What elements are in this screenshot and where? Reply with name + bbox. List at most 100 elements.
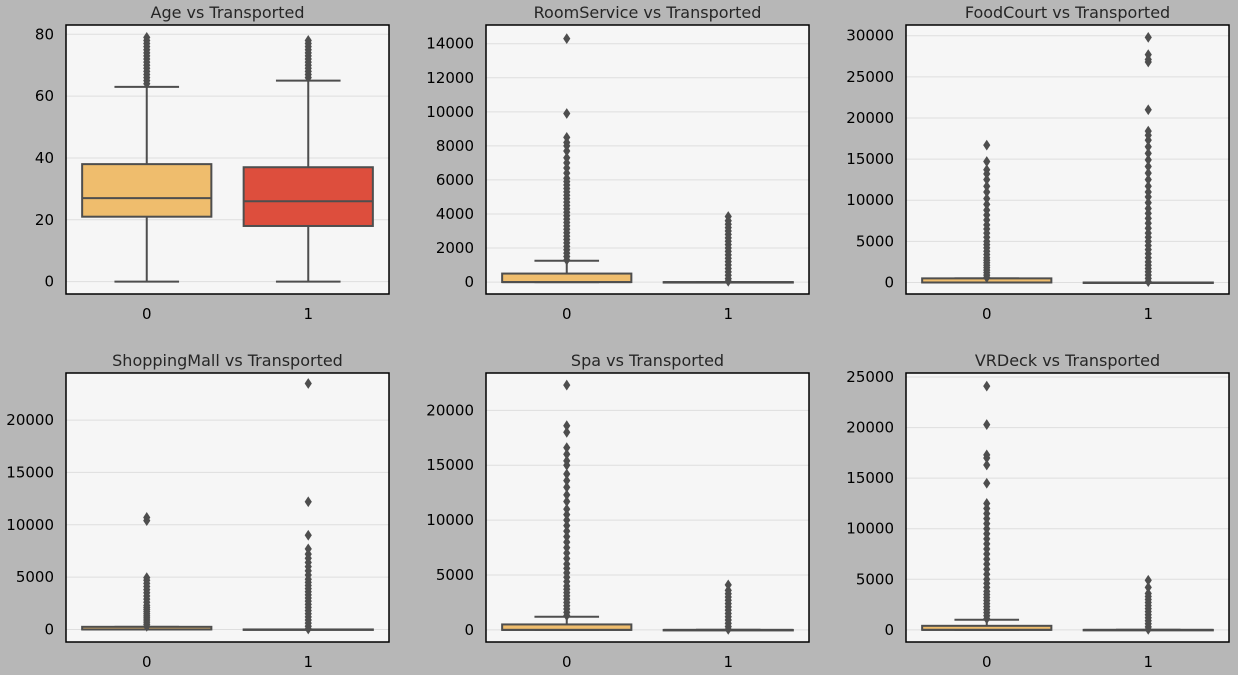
y-tick-label: 15000 [846,150,894,168]
y-tick-label: 15000 [426,456,474,474]
y-tick-label: 15000 [846,469,894,487]
outlier-point [1144,147,1152,159]
y-tick-label: 20 [35,211,54,229]
outlier-point [563,536,571,548]
outlier-point [724,579,732,591]
subplot-1: 0 20 40 60 80 0 1 Age vs Transported [35,3,390,323]
outlier-point [304,35,312,46]
subplot-title: RoomService vs Transported [534,3,762,22]
outlier-point [1144,31,1152,43]
x-tick-label: 1 [723,653,733,671]
plot-frame [485,372,810,643]
y-tick-label: 0 [44,273,54,291]
box-0 [81,31,213,283]
outlier-point [1144,574,1152,586]
box-1 [1082,574,1214,635]
x-tick-label: 0 [562,653,572,671]
subplot-3: 0 5000 10000 15000 20000 25000 30000 0 1 FoodCour… [846,3,1230,323]
outlier-point [983,198,991,210]
box-0 [501,379,633,631]
outlier-point [983,380,991,392]
y-tick-label: 12000 [426,69,474,87]
y-tick-label: 20000 [6,411,54,429]
outlier-point [1144,588,1152,599]
y-tick-label: 80 [35,25,54,43]
outlier-point [983,174,991,186]
outlier-point [563,420,571,432]
y-tick-label: 40 [35,149,54,167]
y-tick-label: 10000 [846,520,894,538]
y-tick-label: 60 [35,87,54,105]
outlier-point [983,164,991,176]
x-tick-label: 0 [982,305,992,323]
outlier-point [563,455,571,467]
outlier-point [1144,180,1152,192]
y-tick-label: 4000 [436,205,474,223]
y-tick-label: 25000 [846,368,894,386]
outlier-point [1144,49,1152,61]
y-tick-label: 0 [884,273,894,291]
x-tick-label: 1 [1143,653,1153,671]
subplot-title: Age vs Transported [151,3,305,22]
x-tick-label: 0 [982,653,992,671]
y-tick-label: 5000 [856,232,894,250]
y-tick-label: 20000 [846,419,894,437]
outlier-point [1144,186,1152,198]
outlier-point [1144,581,1152,593]
outlier-point [983,186,991,198]
x-tick-label: 0 [562,305,572,323]
outlier-point [563,489,571,501]
outlier-point [983,459,991,471]
outlier-point [563,379,571,391]
box-0 [501,33,633,284]
outlier-point [563,531,571,542]
outlier-point [143,572,151,584]
y-tick-label: 0 [464,621,474,639]
box-1 [662,579,794,635]
y-tick-label: 0 [884,621,894,639]
outlier-point [1144,154,1152,166]
box-1 [662,211,794,287]
outlier-point [563,442,571,454]
outlier-point [563,525,571,537]
y-tick-label: 5000 [16,568,54,586]
plot-frame [485,24,810,295]
x-tick-label: 0 [142,305,152,323]
outlier-point [1144,174,1152,186]
outlier-point [304,529,312,541]
outlier-point [1144,141,1152,153]
plot-frame [905,24,1230,295]
outlier-point [983,156,991,167]
plot-area [486,25,809,294]
outlier-point [563,542,571,553]
outlier-point [563,108,571,119]
x-tick-label: 0 [142,653,152,671]
y-tick-label: 2000 [436,239,474,257]
outlier-point [983,180,991,192]
outlier-point [563,558,571,570]
subplot-6: 0 5000 10000 15000 20000 25000 0 1 VRDeck vs Tra… [846,351,1230,671]
subplot-title: VRDeck vs Transported [975,351,1160,370]
box-1 [1082,31,1214,288]
y-tick-label: 5000 [856,570,894,588]
y-tick-label: 30000 [846,27,894,45]
outlier-point [563,553,571,564]
plot-frame [905,372,1230,643]
y-tick-label: 10000 [846,191,894,209]
outlier-point [563,509,571,521]
outlier-point [983,139,991,151]
outlier-point [563,520,571,532]
subplot-5: 0 5000 10000 15000 20000 0 1 Spa vs Transported [426,351,810,671]
y-tick-label: 6000 [436,171,474,189]
box-body [501,272,633,284]
plot-area [66,25,389,294]
outlier-point [983,193,991,204]
subplot-title: ShoppingMall vs Transported [112,351,343,370]
box-0 [81,512,213,632]
y-tick-label: 10000 [426,511,474,529]
y-tick-label: 10000 [426,103,474,121]
outlier-point [983,449,991,461]
y-tick-label: 8000 [436,137,474,155]
outlier-point [563,547,571,559]
